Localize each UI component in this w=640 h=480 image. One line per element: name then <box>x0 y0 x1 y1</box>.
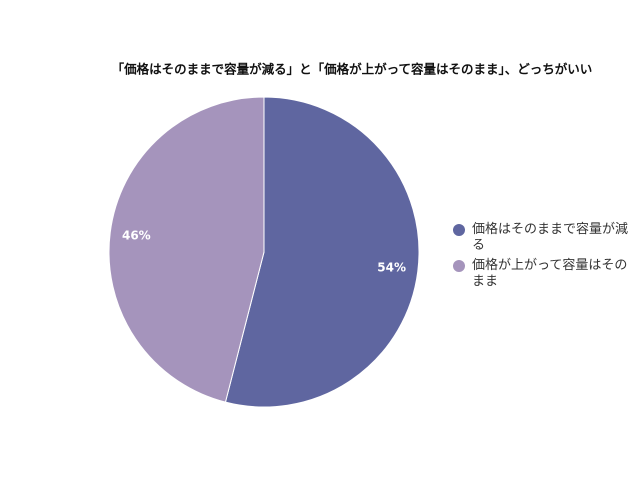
legend-label: 価格はそのままで容量が減る <box>472 222 629 253</box>
legend-label: 価格が上がって容量はそのまま <box>472 258 628 289</box>
legend-item: 価格が上がって容量はそのまま <box>452 258 638 290</box>
legend: 価格はそのままで容量が減る 価格が上がって容量はそのまま <box>452 222 638 294</box>
data-label: 54% <box>377 261 406 275</box>
legend-marker <box>453 260 465 272</box>
data-label: 46% <box>122 228 151 242</box>
legend-marker <box>453 224 465 236</box>
pie-slice <box>108 96 265 403</box>
legend-item: 価格はそのままで容量が減る <box>452 222 638 254</box>
chart-title: 「価格はそのままで容量が減る」と「価格が上がって容量はそのまま」、どっちがいい <box>112 62 593 77</box>
pie-slice <box>224 96 420 408</box>
